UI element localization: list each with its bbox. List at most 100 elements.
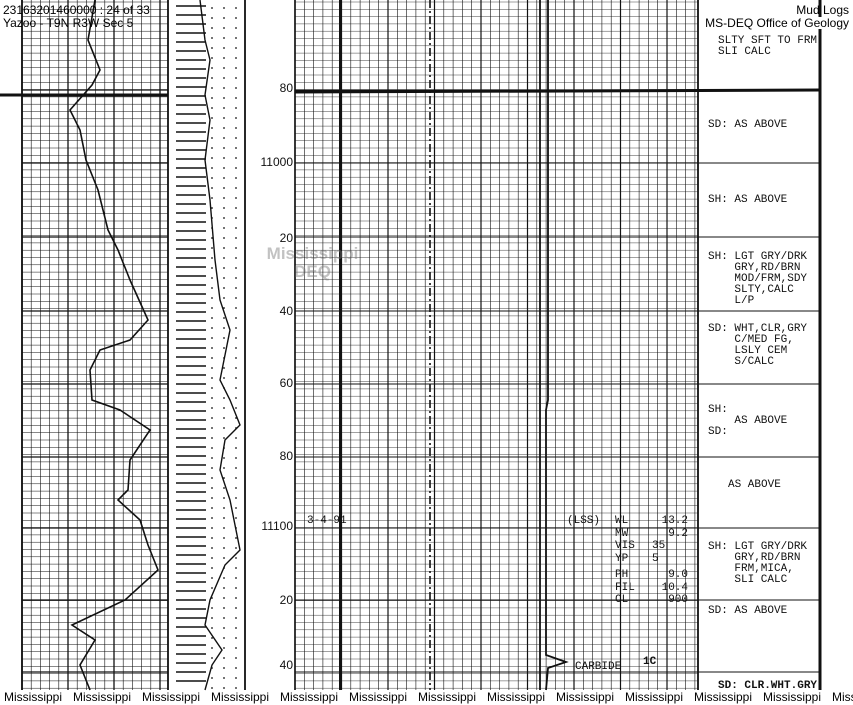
sand-dot — [223, 637, 225, 639]
sand-dot — [235, 47, 237, 49]
sand-dot — [223, 227, 225, 229]
sand-dot — [223, 27, 225, 29]
file-id: 23163201460000 : 24 of 33 — [3, 3, 150, 17]
sand-dot — [211, 497, 213, 499]
sand-dot — [211, 687, 213, 689]
sand-dot — [235, 607, 237, 609]
lithology-description: SD: AS ABOVE — [708, 605, 788, 617]
sand-dot — [211, 47, 213, 49]
sand-dot — [211, 647, 213, 649]
watermark-line2: DEQ — [294, 262, 331, 281]
sand-dot — [235, 257, 237, 259]
sand-dot — [223, 207, 225, 209]
mud-property-label: PH — [615, 569, 629, 581]
lithology-description: SD: WHT,CLR,GRY C/MED FG, LSLY CEM S/CAL… — [708, 323, 808, 368]
sand-dot — [223, 127, 225, 129]
sand-dot — [235, 487, 237, 489]
sand-dot — [223, 487, 225, 489]
sand-dot — [211, 507, 213, 509]
lithology-description: SH: LGT GRY/DRK GRY,RD/BRN FRM,MICA, SLI… — [708, 541, 808, 586]
mud-property-label: WL — [615, 515, 629, 527]
sand-dot — [211, 627, 213, 629]
sand-dot — [235, 447, 237, 449]
sand-dot — [235, 327, 237, 329]
footer-watermark: Mississippi — [694, 690, 753, 704]
sand-dot — [223, 667, 225, 669]
sand-dot — [223, 577, 225, 579]
sand-dot — [211, 477, 213, 479]
sand-dot — [223, 67, 225, 69]
sand-dot — [235, 207, 237, 209]
carbide-value: 1C — [643, 656, 657, 668]
depth-label: 40 — [279, 304, 293, 318]
sand-dot — [235, 387, 237, 389]
depth-label: 80 — [279, 449, 293, 463]
sand-dot — [223, 267, 225, 269]
sand-dot — [223, 457, 225, 459]
footer-watermark: Mississippi — [625, 690, 684, 704]
sand-dot — [235, 17, 237, 19]
sand-dot — [223, 367, 225, 369]
sand-dot — [211, 577, 213, 579]
sand-dot — [235, 247, 237, 249]
lithology-description: SLTY SFT TO FRM SLI CALC — [718, 35, 818, 58]
lithology-description: SH: AS ABOVE SD: — [708, 404, 788, 438]
sand-dot — [235, 567, 237, 569]
lithology-description: SD: CLR.WHT.GRY — [718, 680, 818, 692]
sand-dot — [235, 407, 237, 409]
sand-dot — [211, 67, 213, 69]
sand-dot — [211, 37, 213, 39]
sand-dot — [223, 17, 225, 19]
sand-dot — [235, 637, 237, 639]
sand-dot — [223, 147, 225, 149]
office-title: MS-DEQ Office of Geology — [705, 16, 849, 30]
sand-dot — [211, 457, 213, 459]
sand-dot — [235, 37, 237, 39]
sand-dot — [211, 107, 213, 109]
sand-dot — [235, 497, 237, 499]
sand-dot — [211, 637, 213, 639]
sand-dot — [211, 537, 213, 539]
sand-dot — [211, 607, 213, 609]
mud-property-value: 5 — [652, 552, 659, 565]
sand-dot — [211, 327, 213, 329]
sand-dot — [211, 547, 213, 549]
sand-dot — [235, 347, 237, 349]
mud-property-label: MW — [615, 527, 629, 540]
sand-dot — [235, 267, 237, 269]
sand-dot — [211, 97, 213, 99]
sand-dot — [235, 67, 237, 69]
sand-dot — [235, 187, 237, 189]
sand-dot — [235, 97, 237, 99]
sand-dot — [223, 507, 225, 509]
sand-dot — [235, 677, 237, 679]
sand-dot — [223, 527, 225, 529]
carbide-label: CARBIDE — [575, 661, 622, 673]
sand-dot — [223, 187, 225, 189]
sand-dot — [235, 617, 237, 619]
depth-marker-line — [294, 88, 821, 94]
sand-dot — [235, 377, 237, 379]
watermark: Mississippi DEQ — [255, 245, 370, 281]
sand-dot — [211, 617, 213, 619]
sand-dot — [223, 277, 225, 279]
sand-dot — [235, 357, 237, 359]
sand-dot — [235, 577, 237, 579]
sand-dot — [235, 287, 237, 289]
lithology-description: AS ABOVE — [728, 479, 781, 491]
sand-dot — [223, 87, 225, 89]
sand-dot — [235, 307, 237, 309]
lithology-boundary — [199, 0, 241, 691]
sand-dot — [235, 137, 237, 139]
sand-dot — [211, 397, 213, 399]
footer-watermark: Mississippi — [763, 690, 822, 704]
sand-dot — [211, 87, 213, 89]
sand-dot — [235, 557, 237, 559]
sand-dot — [211, 657, 213, 659]
sand-dot — [223, 537, 225, 539]
sand-dot — [223, 407, 225, 409]
mud-property-value: 13.2 — [661, 515, 688, 527]
depth-label: 60 — [279, 376, 293, 390]
